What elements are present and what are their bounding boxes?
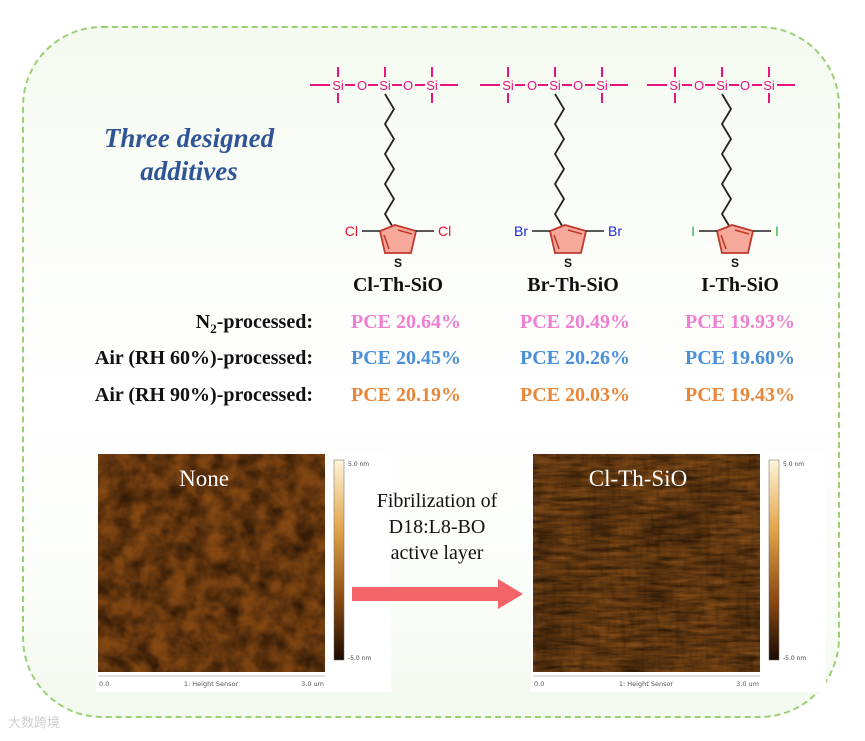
- pce-n2-i: PCE 19.93%: [685, 311, 795, 333]
- molecule-structure-br: Si O Si O Si S Br Br: [480, 67, 628, 270]
- halogen-right: I: [775, 223, 779, 239]
- si-atom-center: Si: [549, 78, 561, 93]
- halogen-right: Cl: [438, 223, 451, 239]
- molecule-name-br: Br-Th-SiO: [527, 274, 619, 296]
- si-atom-right: Si: [763, 78, 775, 93]
- afm-cl-axis-right: 3.0 um: [736, 680, 759, 688]
- watermark-logo: 大数跨境: [8, 716, 61, 731]
- afm-none-scale-bottom: -5.0 nm: [348, 655, 371, 662]
- afm-label-cl-th-sio: Cl-Th-SiO: [588, 466, 688, 491]
- o-atom-left: O: [527, 78, 537, 93]
- o-atom-right: O: [740, 78, 750, 93]
- fibrilization-caption: Fibrilization of D18:L8-BO active layer: [352, 488, 522, 566]
- caption-line-3: active layer: [390, 542, 484, 564]
- sulfur-atom: S: [731, 256, 739, 270]
- halogen-left: I: [691, 223, 695, 239]
- si-atom-right: Si: [596, 78, 608, 93]
- pce-rh90-br: PCE 20.03%: [520, 384, 630, 406]
- pce-n2-br: PCE 20.49%: [520, 311, 630, 333]
- pce-rh90-cl: PCE 20.19%: [351, 384, 461, 406]
- molecule-name-i: I-Th-SiO: [701, 274, 779, 296]
- sulfur-atom: S: [564, 256, 572, 270]
- afm-cl-axis-left: 0.0: [534, 680, 544, 688]
- row-label-rh90: Air (RH 90%)-processed:: [94, 384, 313, 406]
- row-label-rh60: Air (RH 60%)-processed:: [94, 347, 313, 369]
- title-line-1: Three designed: [103, 123, 275, 153]
- afm-image-cl-th-sio: 5.0 nm -5.0 nm 0.0 1: Height Sensor 3.0 …: [531, 452, 826, 692]
- pce-n2-cl: PCE 20.64%: [351, 311, 461, 333]
- molecule-structure-cl: Si O Si O Si S Cl Cl: [310, 67, 458, 270]
- figure-title: Three designed additives: [84, 122, 294, 188]
- si-atom-center: Si: [379, 78, 391, 93]
- pce-rh60-br: PCE 20.26%: [520, 347, 630, 369]
- molecule-name-cl: Cl-Th-SiO: [352, 274, 444, 296]
- pce-rh60-i: PCE 19.60%: [685, 347, 795, 369]
- si-atom-left: Si: [332, 78, 344, 93]
- molecule-structure-i: Si O Si O Si S I I: [647, 67, 795, 270]
- afm-cl-axis-mid: 1: Height Sensor: [619, 680, 674, 688]
- afm-cl-scale-top: 5.0 nm: [783, 461, 804, 468]
- si-atom-right: Si: [426, 78, 438, 93]
- halogen-left: Br: [514, 223, 528, 239]
- afm-none-axis-right: 3.0 um: [301, 680, 324, 688]
- halogen-right: Br: [608, 223, 622, 239]
- row-label-n2: N2-processed:: [195, 311, 313, 336]
- o-atom-left: O: [694, 78, 704, 93]
- si-atom-left: Si: [669, 78, 681, 93]
- o-atom-right: O: [403, 78, 413, 93]
- pce-rh90-i: PCE 19.43%: [685, 384, 795, 406]
- si-atom-center: Si: [716, 78, 728, 93]
- title-line-2: additives: [140, 156, 238, 186]
- afm-cl-scale-bottom: -5.0 nm: [783, 655, 806, 662]
- afm-label-none: None: [179, 466, 229, 491]
- afm-none-axis-left: 0.0: [99, 680, 109, 688]
- si-atom-left: Si: [502, 78, 514, 93]
- afm-image-none: 5.0 nm -5.0 nm 0.0 1: Height Sensor 3.0 …: [96, 452, 391, 692]
- afm-none-axis-mid: 1: Height Sensor: [184, 680, 239, 688]
- row-label-n2-subscript: 2: [210, 321, 217, 336]
- halogen-left: Cl: [345, 223, 358, 239]
- sulfur-atom: S: [394, 256, 402, 270]
- right-arrow-icon: [352, 579, 523, 609]
- afm-none-scale-top: 5.0 nm: [348, 461, 369, 468]
- caption-line-2: D18:L8-BO: [388, 516, 486, 538]
- caption-line-1: Fibrilization of: [376, 490, 498, 512]
- o-atom-right: O: [573, 78, 583, 93]
- o-atom-left: O: [357, 78, 367, 93]
- pce-rh60-cl: PCE 20.45%: [351, 347, 461, 369]
